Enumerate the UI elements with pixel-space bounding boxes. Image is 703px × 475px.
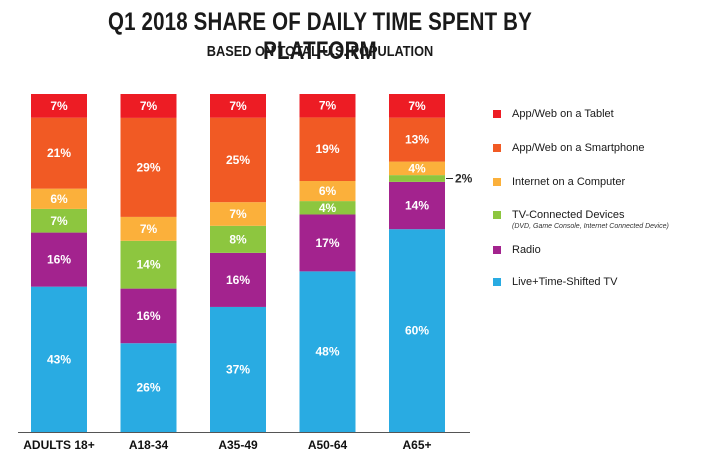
data-label-a50-64-radio: 17% <box>315 236 339 250</box>
bar-segment-a35-49-app-web-on-a-smartphone <box>210 117 266 203</box>
bar-segment-a35-49-live-time-shifted-tv <box>210 306 266 432</box>
bar-segment-adults-18-live-time-shifted-tv <box>31 286 87 432</box>
data-label-a65-tv-connected-devices: 2% <box>455 172 473 186</box>
data-label-a50-64-internet-on-a-computer: 6% <box>319 184 337 198</box>
bar-segment-a65-live-time-shifted-tv <box>389 229 445 432</box>
data-label-a35-49-app-web-on-a-smartphone: 25% <box>226 153 250 167</box>
bar-segment-a18-34-app-web-on-a-smartphone <box>120 117 177 217</box>
bar-segment-a18-34-app-web-on-a-tablet <box>120 94 177 118</box>
data-label-a65-app-web-on-a-tablet: 7% <box>408 99 426 113</box>
legend-note-tv-connected: (DVD, Game Console, Internet Connected D… <box>512 223 669 230</box>
data-label-adults-18-live-time-shifted-tv: 43% <box>47 352 71 366</box>
data-label-a50-64-app-web-on-a-tablet: 7% <box>319 99 337 113</box>
bar-segment-adults-18-app-web-on-a-smartphone <box>31 117 87 189</box>
bar-segment-a18-34-tv-connected-devices <box>120 240 177 289</box>
bar-segment-a50-64-radio <box>299 214 356 272</box>
category-label-a35-49: A35-49 <box>218 438 258 452</box>
data-label-a35-49-live-time-shifted-tv: 37% <box>226 362 250 376</box>
data-label-a35-49-app-web-on-a-tablet: 7% <box>229 99 247 113</box>
data-label-adults-18-internet-on-a-computer: 6% <box>50 192 68 206</box>
data-label-a50-64-live-time-shifted-tv: 48% <box>315 345 339 359</box>
legend-label-smartphone: App/Web on a Smartphone <box>512 142 645 154</box>
category-label-a65: A65+ <box>402 438 431 452</box>
data-label-a65-radio: 14% <box>405 199 429 213</box>
legend-swatch-live-tv <box>493 278 501 286</box>
legend-label-radio: Radio <box>512 244 541 256</box>
bar-segment-adults-18-radio <box>31 232 87 287</box>
bar-segment-a50-64-live-time-shifted-tv <box>299 271 356 432</box>
bar-segment-a50-64-internet-on-a-computer <box>299 181 356 202</box>
data-label-a35-49-radio: 16% <box>226 273 250 287</box>
bar-segment-a35-49-radio <box>210 252 266 307</box>
bar-segment-adults-18-tv-connected-devices <box>31 208 87 233</box>
category-label-adults-18: ADULTS 18+ <box>23 438 94 452</box>
bar-segment-a50-64-tv-connected-devices <box>299 201 356 215</box>
bar-segment-adults-18-internet-on-a-computer <box>31 188 87 209</box>
data-label-a50-64-app-web-on-a-smartphone: 19% <box>315 142 339 156</box>
data-label-a65-internet-on-a-computer: 4% <box>408 161 426 175</box>
bar-segment-a18-34-live-time-shifted-tv <box>120 343 177 432</box>
data-label-a65-app-web-on-a-smartphone: 13% <box>405 133 429 147</box>
data-label-a18-34-internet-on-a-computer: 7% <box>140 222 158 236</box>
data-label-a18-34-app-web-on-a-tablet: 7% <box>140 99 158 113</box>
category-label-a18-34: A18-34 <box>129 438 169 452</box>
legend-label-tv-connected: TV-Connected Devices <box>512 209 625 221</box>
bar-segment-adults-18-app-web-on-a-tablet <box>31 94 87 118</box>
legend-label-live-tv: Live+Time-Shifted TV <box>512 276 618 288</box>
legend-label-computer: Internet on a Computer <box>512 176 626 188</box>
data-label-adults-18-app-web-on-a-smartphone: 21% <box>47 146 71 160</box>
bar-segment-a35-49-tv-connected-devices <box>210 225 266 253</box>
data-label-adults-18-app-web-on-a-tablet: 7% <box>50 99 68 113</box>
bar-segment-a65-internet-on-a-computer <box>389 161 445 176</box>
data-label-adults-18-tv-connected-devices: 7% <box>50 214 68 228</box>
bar-segment-a65-app-web-on-a-smartphone <box>389 117 445 162</box>
bar-segment-a65-radio <box>389 181 445 230</box>
legend-label-tablet: App/Web on a Tablet <box>512 108 614 120</box>
data-label-a35-49-internet-on-a-computer: 7% <box>229 207 247 221</box>
bar-segment-a65-tv-connected-devices <box>389 175 445 182</box>
bar-segment-a50-64-app-web-on-a-smartphone <box>299 117 356 182</box>
data-label-a35-49-tv-connected-devices: 8% <box>229 232 247 246</box>
bar-segment-a18-34-internet-on-a-computer <box>120 216 177 241</box>
category-label-a50-64: A50-64 <box>308 438 348 452</box>
data-label-a18-34-live-time-shifted-tv: 26% <box>136 381 160 395</box>
bar-segment-a35-49-internet-on-a-computer <box>210 202 266 226</box>
legend-swatch-tv-connected <box>493 211 501 219</box>
chart-title: Q1 2018 SHARE OF DAILY TIME SPENT BY PLA… <box>107 8 532 65</box>
data-label-a18-34-app-web-on-a-smartphone: 29% <box>136 160 160 174</box>
legend-swatch-computer <box>493 178 501 186</box>
data-label-adults-18-radio: 16% <box>47 253 71 267</box>
bar-segment-a65-app-web-on-a-tablet <box>389 94 445 118</box>
bar-segment-a18-34-radio <box>120 288 177 344</box>
data-label-a50-64-tv-connected-devices: 4% <box>319 201 337 215</box>
data-label-a18-34-radio: 16% <box>136 309 160 323</box>
data-label-a18-34-tv-connected-devices: 14% <box>136 258 160 272</box>
legend-swatch-radio <box>493 246 501 254</box>
bar-segment-a35-49-app-web-on-a-tablet <box>210 94 266 118</box>
chart-subtitle: BASED ON TOTAL U.S. POPULATION <box>206 43 434 60</box>
bar-segment-a50-64-app-web-on-a-tablet <box>299 94 356 118</box>
legend-swatch-smartphone <box>493 144 501 152</box>
legend-swatch-tablet <box>493 110 501 118</box>
data-label-a65-live-time-shifted-tv: 60% <box>405 324 429 338</box>
